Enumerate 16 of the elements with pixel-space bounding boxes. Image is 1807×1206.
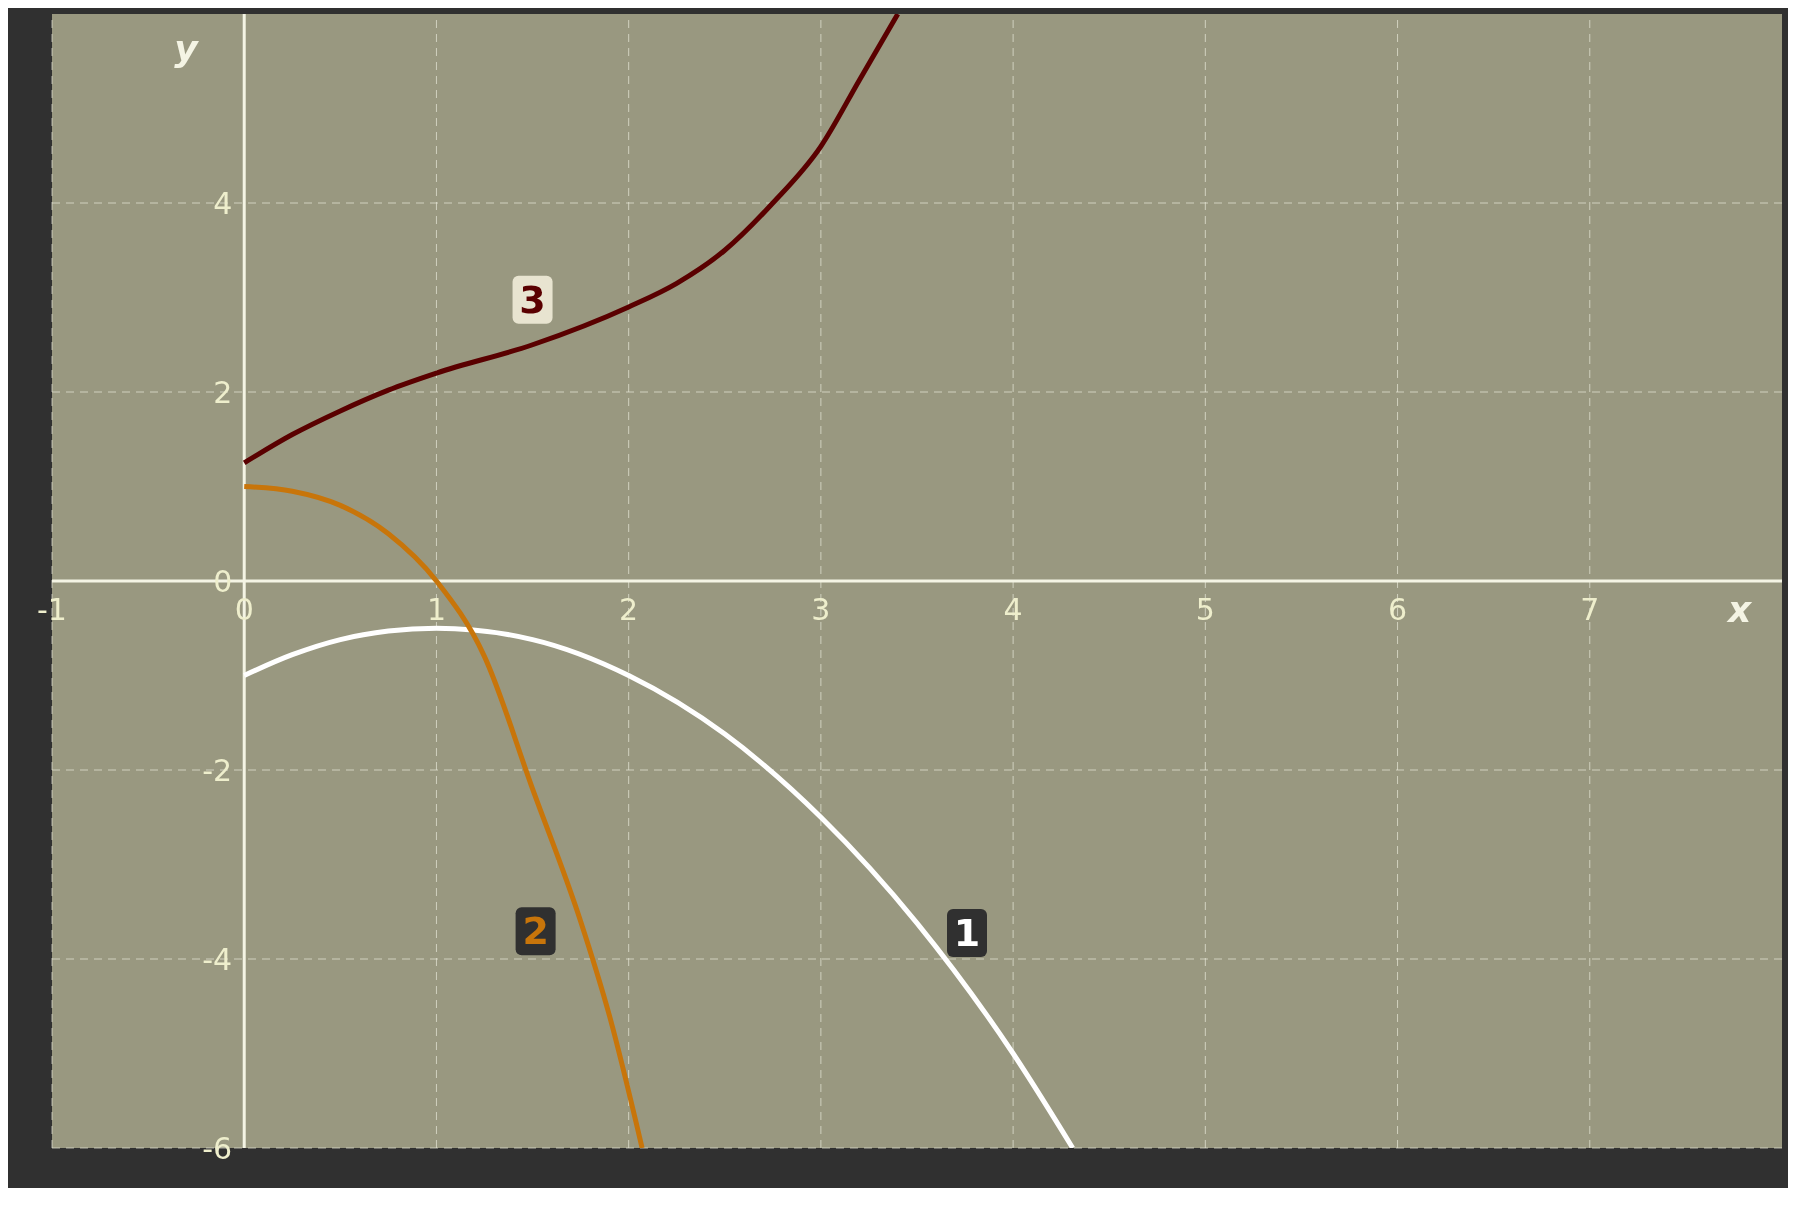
y-tick-label: 4 xyxy=(213,185,233,221)
x-tick-label: 5 xyxy=(1195,591,1215,627)
series-label: 1 xyxy=(953,911,981,956)
x-tick-label: 4 xyxy=(1003,591,1023,627)
x-axis-title: x xyxy=(1728,589,1752,630)
series-label: 2 xyxy=(522,909,549,954)
x-tick-label: 6 xyxy=(1388,591,1408,627)
series-label: 3 xyxy=(519,277,546,322)
y-axis-title: y xyxy=(174,28,198,69)
y-tick-label: -4 xyxy=(202,941,233,977)
x-tick-label: 2 xyxy=(619,591,639,627)
y-tick-label: 2 xyxy=(213,374,233,410)
x-tick-label: 3 xyxy=(811,591,831,627)
x-tick-label: 1 xyxy=(426,591,446,627)
x-tick-label: 7 xyxy=(1580,591,1600,627)
y-tick-label: -2 xyxy=(202,752,233,788)
